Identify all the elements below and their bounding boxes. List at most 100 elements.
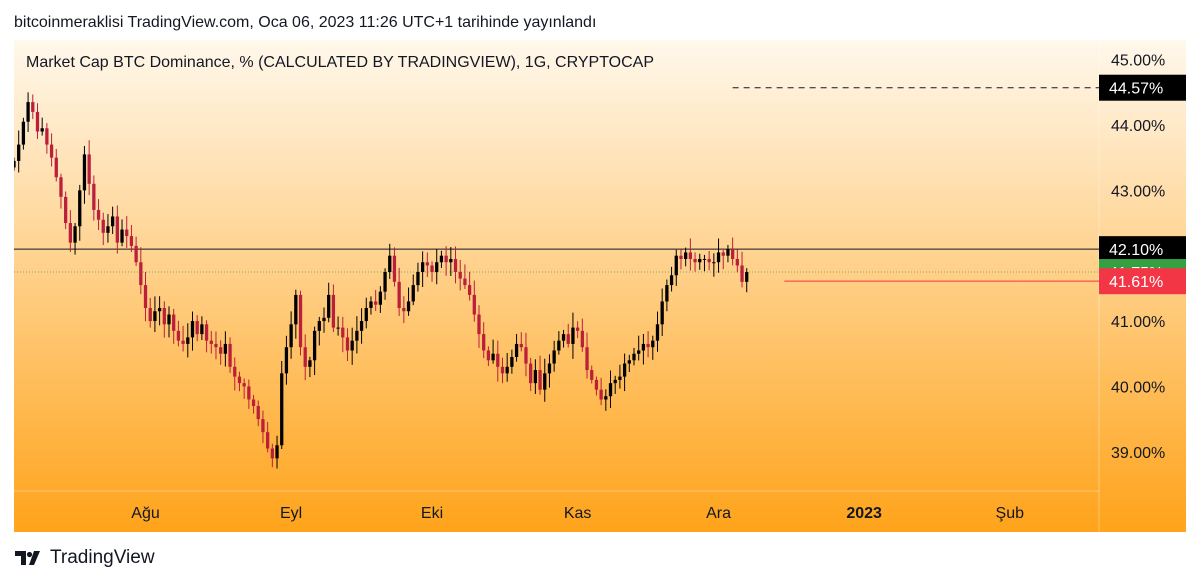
candle-body — [580, 330, 584, 348]
candle-body — [416, 272, 420, 286]
candle-body — [585, 347, 589, 371]
candle-body — [59, 177, 63, 197]
candle-body — [655, 324, 660, 341]
candle-body — [369, 301, 373, 308]
candle-body — [392, 255, 397, 282]
candle-body — [594, 379, 599, 390]
candle-body — [543, 373, 547, 390]
candle-body — [308, 360, 312, 367]
candle-body — [477, 314, 481, 335]
x-tick-label: 2023 — [846, 505, 882, 522]
candle-body — [14, 160, 16, 168]
candle-body — [388, 255, 392, 273]
y-tick-label: 45.00% — [1111, 53, 1165, 70]
candle-body — [195, 321, 199, 335]
candle-body — [200, 324, 204, 335]
candle-body — [571, 327, 575, 344]
candle-body — [726, 249, 730, 256]
candle-body — [651, 340, 655, 348]
candle-body — [745, 272, 749, 282]
candle-body — [693, 258, 697, 263]
candle-body — [331, 294, 336, 328]
candle-body — [54, 157, 58, 178]
candle-body — [265, 432, 270, 449]
candle-body — [228, 343, 232, 367]
dashed_level-label-box — [1099, 74, 1186, 101]
candle-body — [68, 223, 73, 243]
candle-body — [78, 190, 82, 227]
candle-body — [486, 350, 491, 361]
candle-body — [519, 343, 523, 348]
candle-body — [336, 327, 340, 329]
candle-body — [157, 307, 162, 312]
candle-body — [96, 209, 101, 220]
candle-body — [402, 307, 406, 312]
candle-body — [406, 301, 411, 312]
candle-body — [355, 330, 359, 341]
candle-body — [172, 314, 176, 331]
candle-body — [275, 445, 279, 459]
candle-body — [688, 252, 693, 259]
candle-body — [397, 281, 401, 308]
candle-body — [312, 330, 317, 361]
candle-body — [219, 347, 223, 354]
candle-body — [449, 258, 453, 263]
candle-body — [500, 366, 505, 374]
candle-body — [162, 307, 166, 325]
candle-body — [256, 406, 260, 420]
candle-body — [524, 347, 528, 364]
candle-body — [167, 314, 171, 325]
y-tick-label: 41.00% — [1111, 314, 1165, 331]
candle-body — [557, 340, 561, 351]
candle-body — [439, 255, 444, 263]
candle-body — [458, 272, 462, 279]
candle-body — [190, 321, 195, 338]
candle-body — [660, 301, 664, 325]
candle-body — [665, 285, 669, 302]
candle-body — [622, 363, 627, 377]
candle-body — [716, 252, 721, 263]
candle-body — [101, 219, 105, 233]
candle-body — [223, 343, 228, 354]
chart-title: Market Cap BTC Dominance, % (CALCULATED … — [26, 54, 654, 71]
candle-body — [590, 370, 594, 380]
candle-body — [608, 383, 613, 397]
candle-body — [21, 121, 26, 145]
candle-body — [125, 229, 129, 237]
candle-body — [148, 307, 152, 322]
candle-body — [604, 396, 608, 400]
candle-body — [552, 350, 556, 364]
candlestick-chart[interactable]: Market Cap BTC Dominance, % (CALCULATED … — [14, 40, 1186, 532]
candle-body — [129, 236, 134, 246]
candle-body — [505, 366, 509, 374]
candle-body — [533, 370, 538, 384]
candle-body — [303, 347, 307, 367]
candle-body — [270, 448, 274, 459]
candle-body — [359, 321, 364, 331]
y-tick-label: 43.00% — [1111, 183, 1165, 200]
candle-body — [463, 278, 467, 286]
candle-body — [510, 357, 514, 367]
candle-body — [26, 102, 30, 122]
candle-body — [425, 262, 429, 266]
candle-body — [674, 255, 678, 276]
candle-body — [209, 340, 213, 344]
candle-body — [627, 360, 631, 364]
candle-body — [176, 330, 181, 341]
candle-body — [45, 128, 49, 145]
candle-body — [261, 419, 265, 433]
candle-body — [435, 262, 439, 273]
candle-body — [134, 245, 138, 263]
candle-body — [411, 285, 415, 302]
candle-body — [181, 340, 185, 344]
candle-body — [317, 321, 321, 331]
candle-body — [289, 324, 293, 348]
candle-body — [740, 265, 744, 282]
candle-body — [345, 337, 350, 351]
candle-body — [106, 226, 110, 233]
candle-body — [204, 324, 209, 341]
candle-body — [82, 154, 87, 191]
candle-body — [566, 334, 570, 344]
chart-frame[interactable]: Market Cap BTC Dominance, % (CALCULATED … — [14, 40, 1186, 532]
candle-body — [529, 363, 533, 384]
